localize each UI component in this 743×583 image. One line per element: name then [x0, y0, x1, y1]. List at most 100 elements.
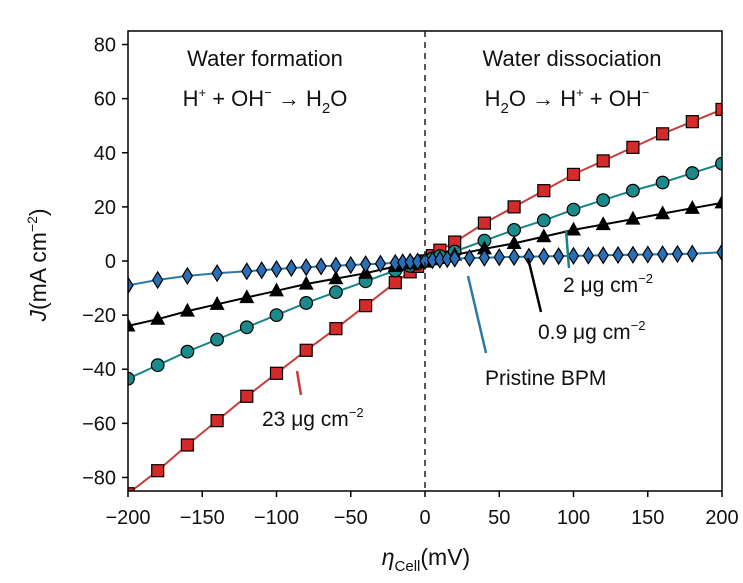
- plot-area: [128, 102, 722, 491]
- data-point: [239, 320, 254, 335]
- y-tick-label: 20: [94, 197, 116, 219]
- data-point: [671, 244, 684, 264]
- data-point: [150, 358, 165, 373]
- data-point: [642, 245, 654, 264]
- data-point: [210, 414, 224, 428]
- data-point: [299, 343, 313, 357]
- data-point: [507, 222, 521, 237]
- data-point: [582, 246, 595, 265]
- data-point: [255, 261, 268, 280]
- data-point: [507, 200, 521, 214]
- data-point: [566, 202, 581, 217]
- data-point: [626, 183, 640, 198]
- data-point: [241, 262, 253, 281]
- data-point: [240, 389, 254, 403]
- series-label-0.9ug: 0.9 μg cm−2: [538, 318, 645, 344]
- water-formation-title: Water formation: [187, 46, 343, 71]
- data-point: [477, 216, 491, 230]
- data-point: [596, 193, 611, 208]
- y-axis-title: J(mA cm−2): [24, 208, 51, 322]
- data-point: [128, 487, 135, 491]
- data-point: [715, 102, 722, 117]
- data-point: [716, 243, 722, 262]
- data-point: [626, 140, 640, 154]
- data-point: [299, 296, 314, 310]
- data-point: [538, 247, 550, 266]
- x-tick-label: −200: [105, 507, 150, 529]
- x-tick-label: 200: [705, 507, 738, 529]
- data-point: [285, 258, 298, 278]
- data-point: [269, 308, 284, 323]
- data-point: [463, 248, 476, 268]
- water-formation-equation: H+ + OH− → H2O: [183, 85, 348, 117]
- data-point: [128, 317, 136, 332]
- x-tick-label: 0: [419, 507, 430, 529]
- x-tick-label: −150: [180, 507, 225, 529]
- data-point: [210, 332, 225, 347]
- data-point: [298, 275, 314, 290]
- data-point: [211, 264, 223, 283]
- data-point: [537, 184, 551, 198]
- data-point: [180, 438, 194, 452]
- data-point: [345, 255, 357, 275]
- x-tick-label: 150: [631, 507, 664, 529]
- data-point: [180, 344, 195, 359]
- x-tick-label: 100: [557, 507, 590, 529]
- label-leader-pristine: [466, 275, 488, 354]
- data-point: [328, 270, 344, 285]
- data-point: [508, 247, 520, 267]
- data-point: [359, 299, 373, 313]
- data-point: [566, 167, 581, 182]
- data-point: [478, 248, 491, 267]
- series-layer: [128, 102, 722, 491]
- data-point: [685, 115, 699, 129]
- label-leader-2ug: [564, 229, 571, 269]
- x-tick-label: −100: [254, 507, 299, 529]
- data-point: [612, 245, 624, 265]
- y-tick-label: −20: [82, 305, 116, 327]
- y-tick-label: −60: [82, 413, 116, 435]
- data-point: [151, 464, 165, 478]
- data-point: [151, 270, 164, 290]
- data-point: [388, 276, 402, 290]
- data-point: [359, 255, 372, 274]
- data-point: [270, 259, 283, 279]
- data-point: [330, 256, 342, 275]
- data-point: [686, 244, 699, 263]
- y-tick-label: 60: [94, 89, 116, 111]
- data-point: [179, 302, 195, 317]
- data-point: [655, 127, 670, 141]
- data-point: [596, 154, 610, 168]
- data-point: [625, 210, 641, 225]
- y-tick-label: 40: [94, 143, 116, 165]
- x-tick-label: 50: [488, 507, 510, 529]
- data-point: [209, 296, 225, 310]
- data-point: [714, 194, 722, 209]
- data-point: [239, 289, 255, 304]
- data-point: [300, 258, 312, 277]
- label-leader-0.9ug: [526, 257, 543, 313]
- x-tick-label: −50: [334, 507, 368, 529]
- data-point: [655, 205, 671, 220]
- data-point: [181, 266, 194, 286]
- data-point: [597, 246, 609, 265]
- data-point: [715, 156, 722, 171]
- data-point: [269, 366, 284, 380]
- water-dissociation-title: Water dissociation: [483, 46, 662, 71]
- data-point: [595, 216, 611, 231]
- data-point: [536, 228, 552, 243]
- data-point: [150, 310, 166, 325]
- series-label-23ug: 23 μg cm−2: [262, 405, 364, 431]
- series-3: [128, 243, 722, 295]
- data-point: [329, 285, 343, 300]
- data-point: [448, 249, 461, 268]
- y-tick-label: −80: [82, 467, 116, 489]
- water-dissociation-equation: H2O → H+ + OH−: [485, 85, 650, 117]
- axes-layer: −200 −150 −100 −50 0 50 100 150 200−80−60−40−200…: [82, 30, 739, 529]
- data-point: [374, 254, 387, 273]
- x-axis-title: ηCell(mV): [382, 544, 470, 575]
- label-leader-23ug: [295, 370, 303, 396]
- data-point: [329, 322, 343, 336]
